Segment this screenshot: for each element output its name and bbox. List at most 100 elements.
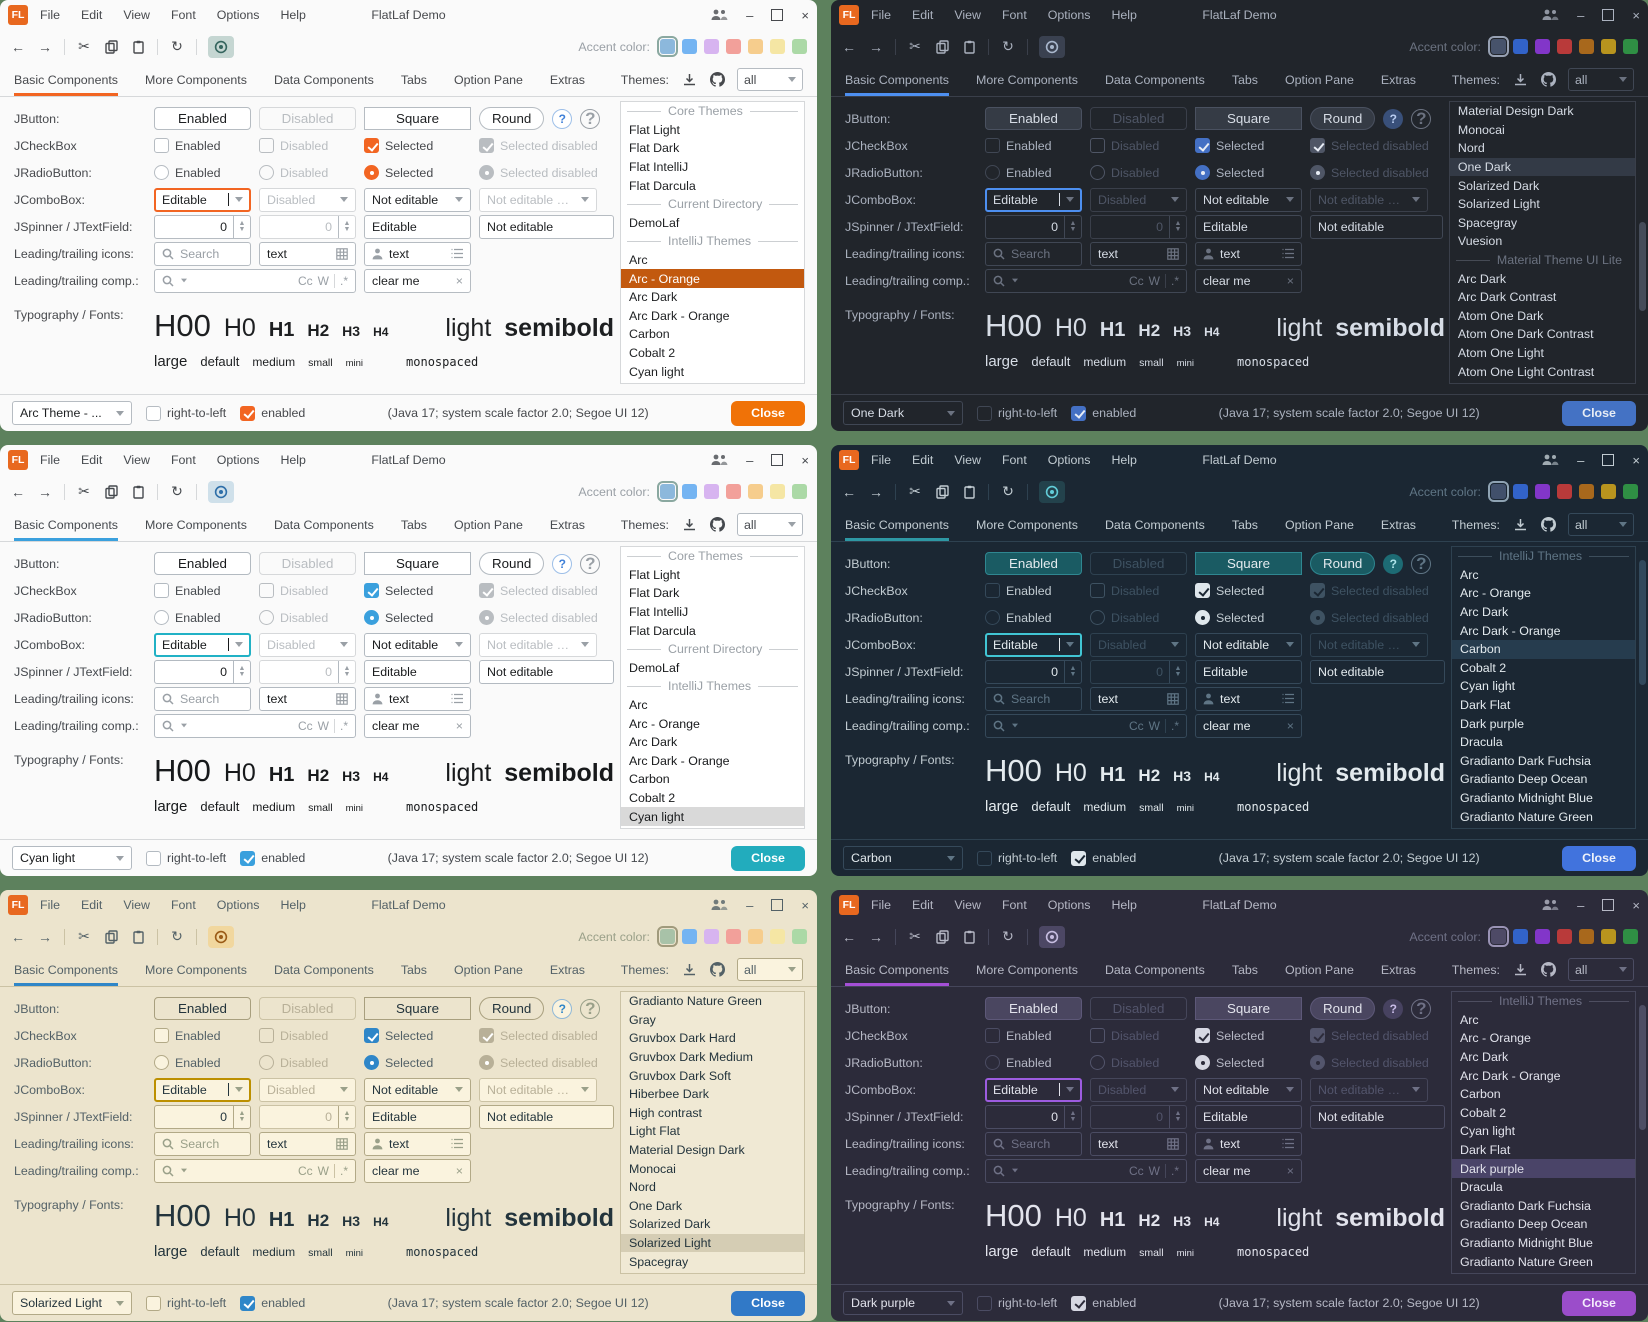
theme-list-item[interactable]: Core Themes (621, 547, 804, 566)
theme-list-item[interactable]: Atom One Light (1450, 344, 1635, 363)
theme-list-item[interactable]: Gray (621, 1011, 804, 1030)
editable-textfield[interactable]: Editable (1195, 214, 1302, 239)
help-button[interactable]: ? (1383, 553, 1404, 574)
menu-item[interactable]: Edit (80, 8, 103, 22)
spinner[interactable]: 0 ▲ ▼ (154, 659, 251, 684)
menu-item[interactable]: Help (280, 898, 306, 912)
paste-icon[interactable] (961, 40, 977, 54)
tab[interactable]: Option Pane (1284, 962, 1354, 977)
whole-word-button[interactable]: W (1148, 273, 1160, 288)
accent-swatch[interactable] (682, 929, 697, 944)
themes-filter-combo[interactable]: all (737, 513, 803, 536)
theme-list-item[interactable]: Arc - Orange (1452, 1029, 1635, 1048)
tab[interactable]: Extras (1380, 517, 1416, 532)
round-button[interactable]: Round (479, 997, 545, 1020)
menu-item[interactable]: Edit (911, 8, 934, 22)
search-input[interactable]: Search (154, 241, 251, 266)
users-icon[interactable] (711, 454, 728, 466)
text-field-user[interactable]: text (364, 686, 471, 711)
theme-list-item[interactable]: Gradianto Midnight Blue (1452, 1234, 1635, 1253)
help-button[interactable]: ? (1383, 998, 1404, 1019)
show-hints-toggle[interactable] (1039, 35, 1065, 58)
enabled-button[interactable]: Enabled (985, 552, 1082, 575)
theme-list-item[interactable]: Arc Dark (621, 288, 804, 307)
themes-filter-combo[interactable]: all (1568, 958, 1634, 981)
menu-item[interactable]: Options (1047, 898, 1091, 912)
theme-list-item[interactable]: Dark Flat (621, 381, 804, 383)
users-icon[interactable] (711, 899, 728, 911)
menu-item[interactable]: Options (216, 898, 260, 912)
users-icon[interactable] (1542, 899, 1559, 911)
theme-list-item[interactable]: Monocai (621, 1159, 804, 1178)
match-case-button[interactable]: Cc (297, 273, 313, 288)
minimize-icon[interactable]: – (1577, 897, 1585, 913)
paste-icon[interactable] (130, 485, 146, 499)
tab[interactable]: Data Components (1104, 72, 1205, 87)
theme-list-item[interactable]: Cyan light (1452, 1122, 1635, 1141)
editable-textfield[interactable]: Editable (364, 659, 471, 684)
theme-list-item[interactable]: Arc - Orange (621, 269, 804, 288)
tab[interactable]: Option Pane (453, 962, 523, 977)
forward-icon[interactable]: → (869, 483, 883, 500)
close-button[interactable]: Close (1562, 1290, 1636, 1316)
tab[interactable]: Basic Components (14, 953, 118, 986)
tab[interactable]: Option Pane (1284, 517, 1354, 532)
help-button-outlined[interactable]: ? (580, 553, 601, 574)
theme-list-item[interactable]: Cobalt 2 (621, 789, 804, 808)
chevron-down-icon[interactable] (181, 1168, 187, 1173)
accent-swatch[interactable] (1513, 929, 1528, 944)
accent-swatch[interactable] (704, 929, 719, 944)
theme-list-item[interactable]: IntelliJ Themes (1452, 992, 1635, 1011)
theme-list-item[interactable]: IntelliJ Themes (1452, 547, 1635, 566)
spinner-steppers[interactable]: ▲ ▼ (233, 660, 250, 683)
github-icon[interactable] (709, 517, 725, 532)
cut-icon[interactable]: ✂ (78, 483, 90, 499)
theme-list-item[interactable]: Arc Dark (1452, 1048, 1635, 1067)
accent-swatch[interactable] (792, 39, 807, 54)
spinner[interactable]: 0 ▲ ▼ (154, 1104, 251, 1129)
tab[interactable]: Extras (1380, 962, 1416, 977)
text-field-calendar[interactable]: text (259, 1131, 356, 1156)
whole-word-button[interactable]: W (317, 1163, 329, 1178)
round-button[interactable]: Round (479, 552, 545, 575)
theme-list-item[interactable]: Arc - Orange (621, 714, 804, 733)
radio-enabled[interactable] (985, 1055, 1000, 1070)
rtl-checkbox[interactable] (146, 1295, 161, 1311)
theme-list-item[interactable]: Atom One Light Contrast (1450, 362, 1635, 381)
theme-list-item[interactable]: One Dark (621, 1197, 804, 1216)
round-button[interactable]: Round (1310, 997, 1376, 1020)
not-editable-combobox[interactable]: Not editable (1195, 632, 1302, 657)
download-icon[interactable] (681, 518, 697, 531)
theme-list-item[interactable]: Dark purple (1452, 714, 1635, 733)
help-button[interactable]: ? (552, 998, 573, 1019)
back-icon[interactable]: ← (11, 483, 25, 500)
search-combo-field[interactable]: Cc W .* (154, 268, 356, 293)
accent-swatch[interactable] (1557, 929, 1572, 944)
theme-list-item[interactable]: Flat IntelliJ (621, 603, 804, 622)
theme-list[interactable]: Core Themes Flat Light Flat Dark Flat Intel… (620, 546, 805, 829)
whole-word-button[interactable]: W (1148, 1163, 1160, 1178)
minimize-icon[interactable]: – (746, 452, 754, 468)
tab[interactable]: Tabs (400, 962, 427, 977)
search-input[interactable]: Search (985, 241, 1082, 266)
theme-list-item[interactable]: Atom One Dark Contrast (1450, 325, 1635, 344)
accent-swatch[interactable] (1487, 925, 1510, 948)
accent-swatch[interactable] (1623, 929, 1638, 944)
list-icon[interactable] (1282, 1138, 1294, 1149)
whole-word-button[interactable]: W (317, 273, 329, 288)
text-field-calendar[interactable]: text (259, 241, 356, 266)
text-field-user[interactable]: text (1195, 241, 1302, 266)
tab[interactable]: Basic Components (845, 953, 949, 986)
tab[interactable]: More Components (976, 962, 1078, 977)
theme-list[interactable]: Material Design Dark Monocai Nord One Dark S… (1448, 101, 1636, 384)
table-icon[interactable] (336, 692, 348, 705)
theme-list-item[interactable]: Dark Flat (621, 826, 804, 828)
close-icon[interactable]: × (801, 7, 809, 23)
download-icon[interactable] (681, 73, 697, 86)
rtl-checkbox[interactable] (977, 1295, 992, 1311)
copy-icon[interactable] (934, 39, 950, 54)
accent-swatch[interactable] (770, 39, 785, 54)
close-icon[interactable]: × (1632, 7, 1640, 23)
menu-item[interactable]: View (123, 8, 150, 22)
back-icon[interactable]: ← (842, 483, 856, 500)
